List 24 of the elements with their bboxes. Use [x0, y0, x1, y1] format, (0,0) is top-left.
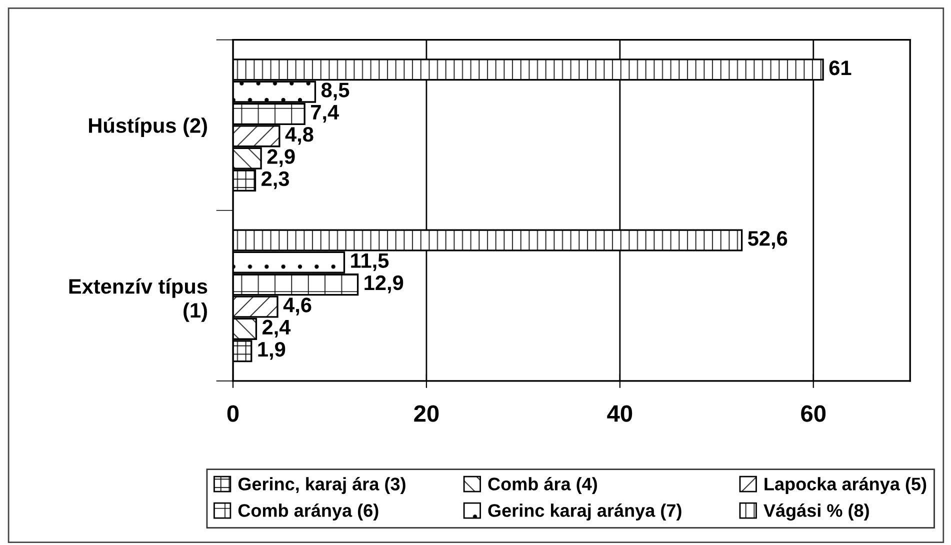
y-tick-label: Extenzív típus (1): [69, 278, 208, 322]
data-label: 52,6: [748, 231, 788, 249]
legend-label: Lapocka aránya (5): [764, 477, 926, 494]
data-label: 4,6: [283, 298, 312, 316]
data-label: 7,4: [311, 105, 339, 123]
legend-label: Vágási % (8): [764, 504, 869, 521]
data-label: 2,3: [262, 171, 290, 190]
data-label: 8,5: [321, 82, 350, 100]
legend-label: Gerinc karaj aránya (7): [488, 504, 682, 520]
data-label: 2,9: [267, 149, 295, 167]
data-label: 61: [829, 60, 852, 76]
legend-label: Gerinc, karaj ára (3): [238, 477, 406, 494]
legend-label: Comb aránya (6): [238, 504, 378, 520]
x-tick-label: 40: [607, 405, 632, 422]
data-label: 12,9: [364, 275, 404, 294]
data-label: 11,5: [351, 253, 389, 272]
data-label: 1,9: [258, 342, 286, 360]
x-tick-label: 60: [801, 405, 826, 422]
data-label: 4,8: [285, 127, 314, 145]
legend-label: Comb ára (4): [488, 477, 597, 494]
x-tick-label: 0: [227, 405, 239, 422]
y-tick-label: Hústípus (2): [89, 117, 207, 138]
x-tick-label: 20: [414, 405, 439, 422]
data-label: 2,4: [262, 320, 291, 338]
